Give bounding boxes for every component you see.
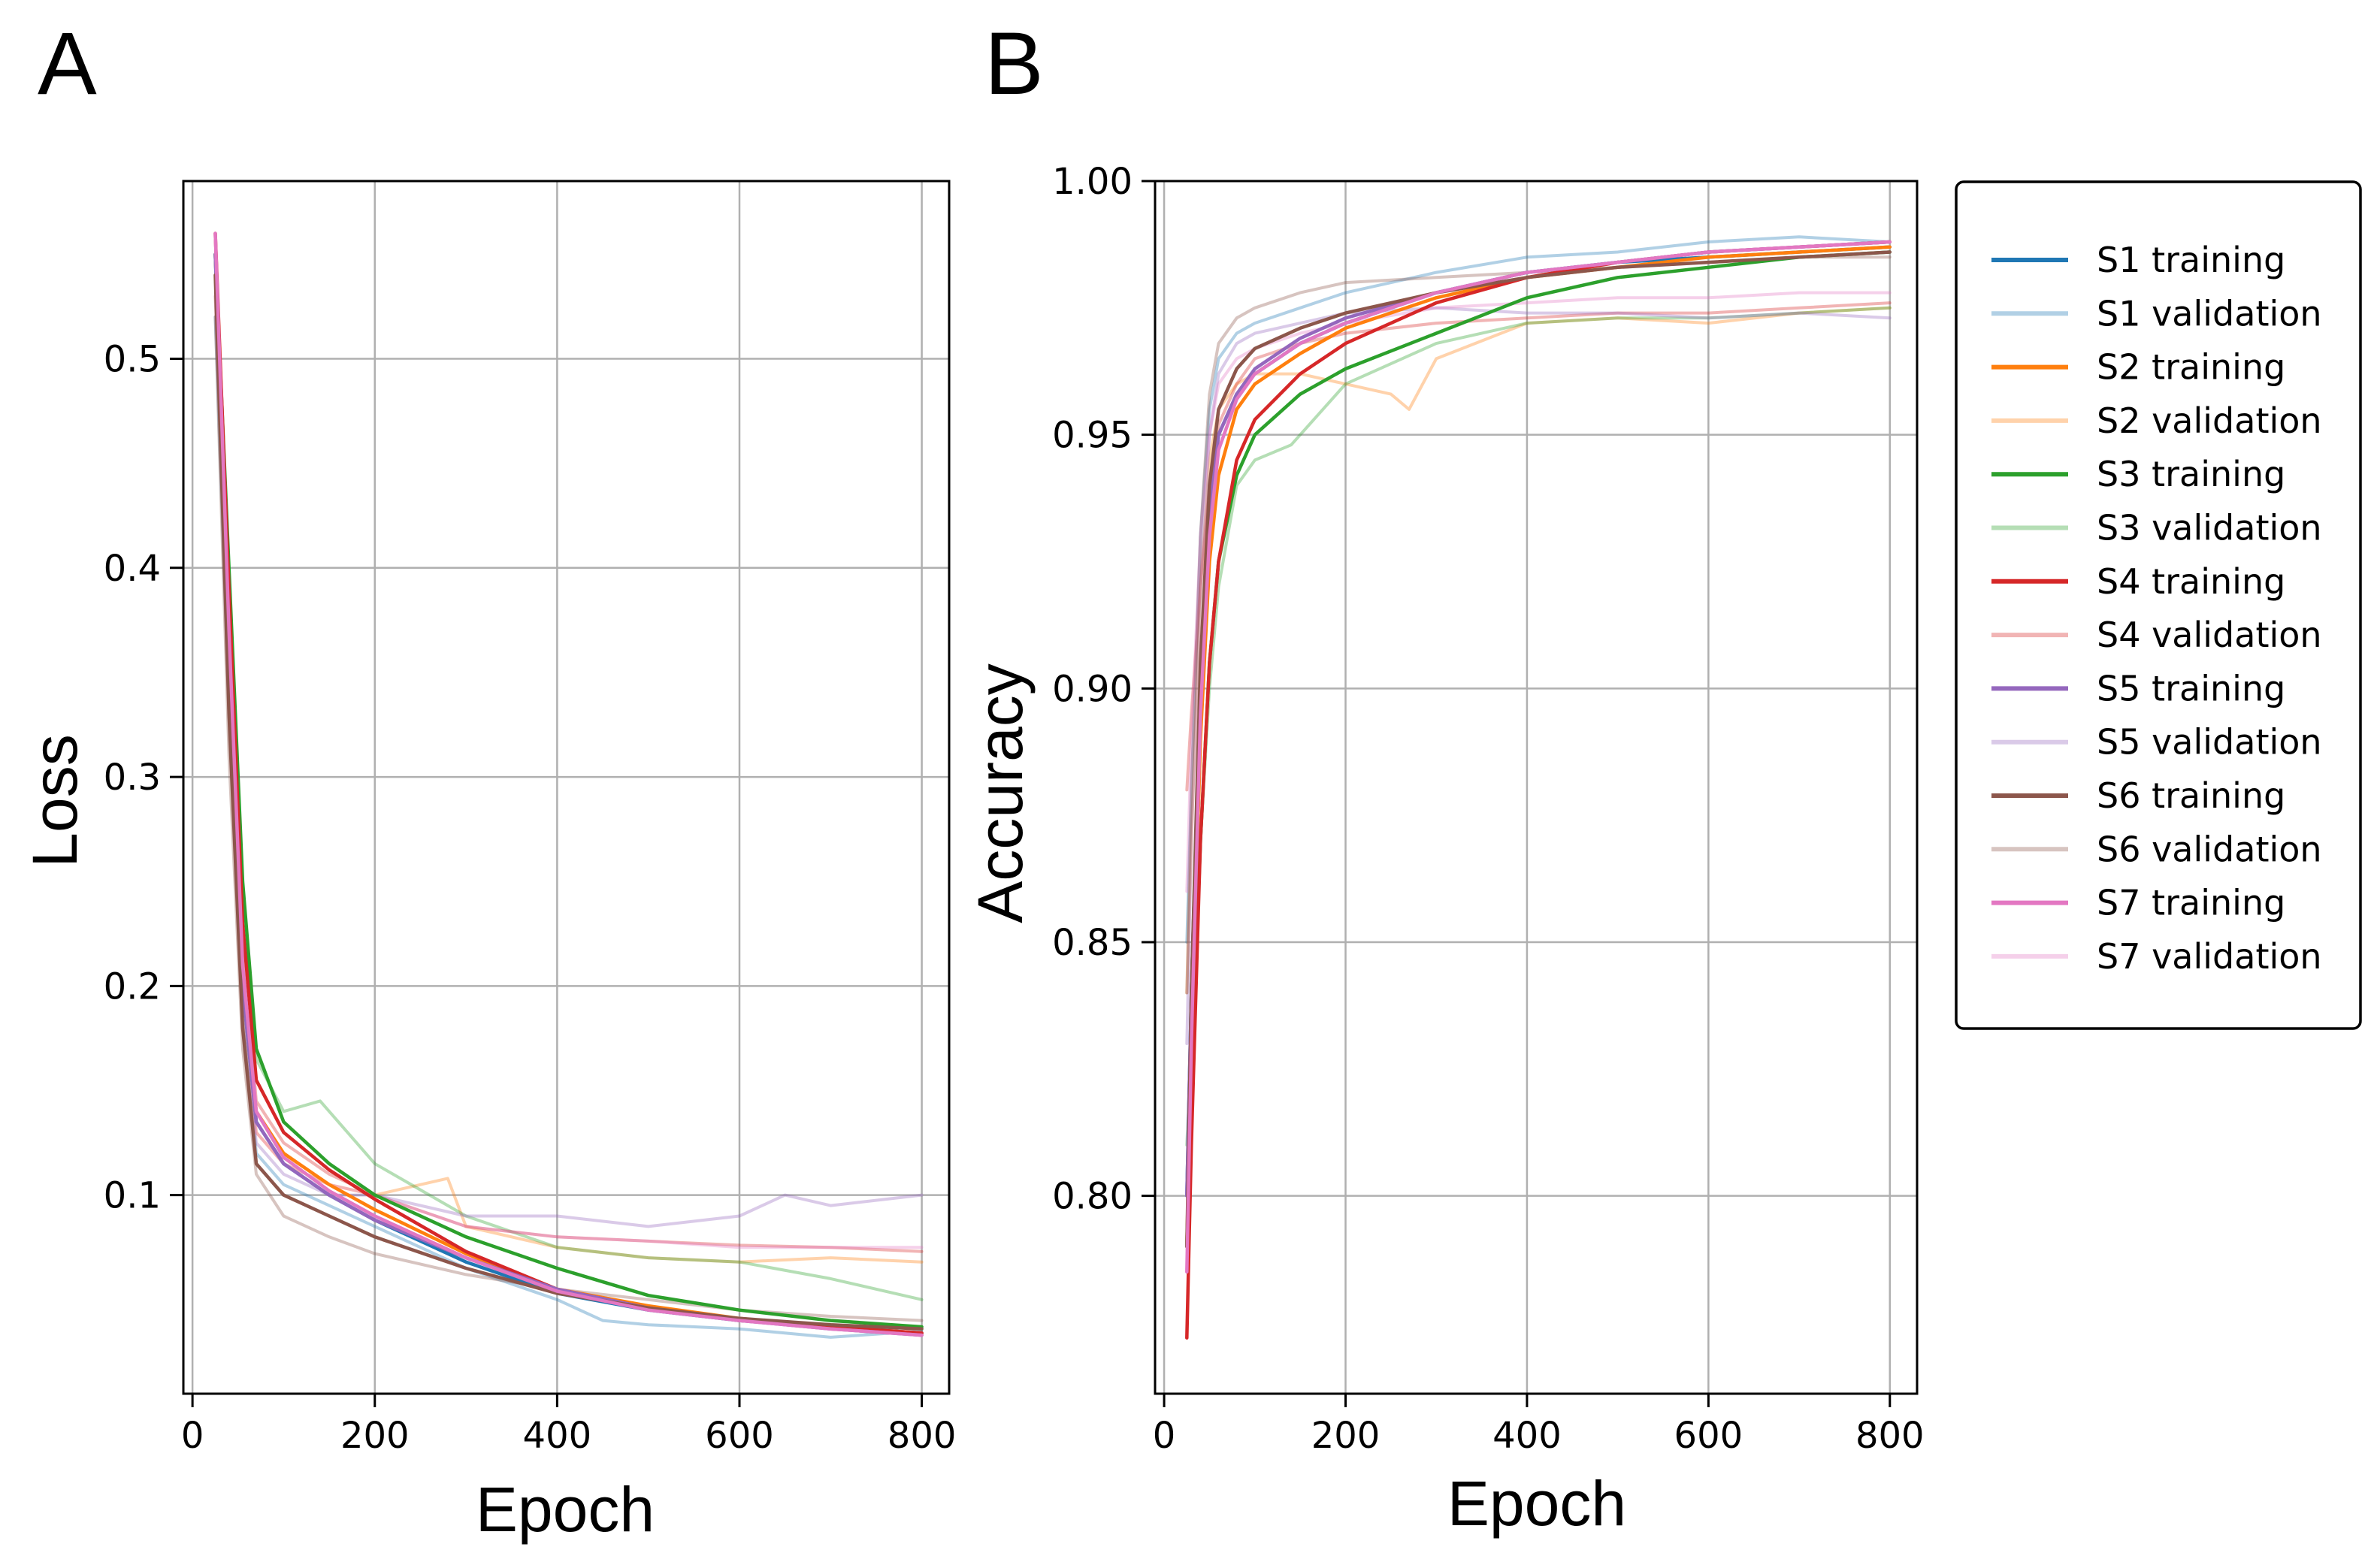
legend-label: S7 validation	[2097, 936, 2322, 977]
legend-label: S5 training	[2097, 668, 2285, 708]
accuracy-x-tick-label: 400	[1492, 1415, 1562, 1457]
accuracy-line-s7-validation	[1185, 291, 1892, 893]
loss-y-tick-label: 0.3	[104, 757, 161, 799]
loss-line-s5-validation	[213, 295, 924, 1228]
panel-letter-b: B	[984, 14, 1044, 113]
legend-label: S6 validation	[2097, 829, 2322, 869]
panel-letter-a: A	[38, 14, 97, 113]
loss-y-axis-label: Loss	[20, 734, 90, 867]
accuracy-y-axis-label: Accuracy	[965, 663, 1036, 923]
loss-line-s1-validation	[213, 315, 924, 1339]
legend-label: S4 training	[2097, 561, 2285, 602]
accuracy-x-tick-label: 600	[1674, 1415, 1743, 1457]
accuracy-x-tick-label: 800	[1855, 1415, 1925, 1457]
accuracy-chart-panel: 0 200 400 600 800 0.80 0.85 0.90 0.95 1.00	[1052, 161, 1924, 1457]
loss-line-s4-validation	[213, 273, 924, 1253]
accuracy-line-s6-training	[1185, 250, 1892, 1249]
loss-x-tick-label: 600	[705, 1415, 774, 1457]
accuracy-line-s4-validation	[1185, 301, 1892, 792]
accuracy-line-s5-training	[1185, 240, 1892, 1198]
loss-line-s5-training	[213, 252, 924, 1337]
loss-plot-frame	[182, 180, 951, 1395]
loss-y-tick-label: 0.4	[104, 548, 161, 590]
accuracy-line-s3-validation	[1185, 306, 1892, 1147]
loss-line-s3-validation	[213, 273, 924, 1301]
legend-label: S3 training	[2097, 454, 2285, 494]
loss-line-s2-validation	[213, 295, 924, 1264]
legend-label: S1 training	[2097, 240, 2285, 280]
legend-label: S7 training	[2097, 883, 2285, 923]
accuracy-line-s5-validation	[1185, 306, 1892, 1045]
loss-x-tick-label: 200	[340, 1415, 410, 1457]
loss-y-tick-label: 0.2	[104, 965, 161, 1008]
legend-label: S2 training	[2097, 347, 2285, 388]
legend-label: S1 validation	[2097, 293, 2322, 334]
loss-x-tick-label: 400	[523, 1415, 592, 1457]
accuracy-line-s6-validation	[1185, 255, 1892, 995]
accuracy-line-s1-validation	[1185, 235, 1892, 944]
loss-x-axis-label: Epoch	[476, 1474, 655, 1545]
legend-label: S4 validation	[2097, 615, 2322, 655]
loss-line-s2-training	[213, 252, 924, 1335]
loss-chart-panel: 0 200 400 600 800 0.1 0.2 0.3 0.4 0.5	[104, 180, 957, 1457]
accuracy-y-tick-label: 0.85	[1052, 922, 1133, 964]
accuracy-x-axis-label: Epoch	[1447, 1468, 1626, 1539]
accuracy-line-s1-training	[1185, 245, 1892, 1198]
legend-label: S5 validation	[2097, 722, 2322, 763]
legend-box	[1955, 180, 2362, 1030]
accuracy-y-tick-label: 0.95	[1052, 415, 1133, 457]
accuracy-y-tick-label: 0.80	[1052, 1176, 1133, 1218]
accuracy-x-tick-label: 0	[1153, 1415, 1176, 1457]
loss-line-s3-training	[213, 252, 924, 1329]
accuracy-y-tick-label: 1.00	[1052, 161, 1133, 203]
legend-label: S2 validation	[2097, 400, 2322, 441]
loss-line-s1-training	[213, 252, 924, 1335]
accuracy-line-s3-training	[1185, 250, 1892, 1249]
loss-line-s7-training	[213, 231, 924, 1337]
accuracy-plot-frame	[1154, 180, 1919, 1395]
accuracy-line-s2-training	[1185, 245, 1892, 1249]
legend-label: S3 validation	[2097, 508, 2322, 548]
accuracy-line-s2-validation	[1185, 306, 1892, 995]
loss-y-tick-label: 0.1	[104, 1175, 161, 1217]
accuracy-line-s7-training	[1185, 240, 1892, 1274]
legend: S1 training S1 validation S2 training S2 va…	[1955, 180, 2362, 1030]
accuracy-line-s4-training	[1185, 240, 1892, 1340]
accuracy-y-tick-label: 0.90	[1052, 668, 1133, 710]
loss-line-s6-training	[213, 273, 924, 1331]
loss-x-tick-label: 800	[888, 1415, 957, 1457]
legend-label: S6 training	[2097, 775, 2285, 816]
loss-x-tick-label: 0	[181, 1415, 204, 1457]
loss-y-tick-label: 0.5	[104, 339, 161, 381]
accuracy-x-tick-label: 200	[1311, 1415, 1381, 1457]
